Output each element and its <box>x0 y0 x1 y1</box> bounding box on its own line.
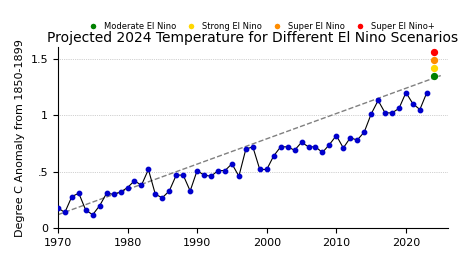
Point <box>430 50 438 54</box>
Point <box>388 111 396 115</box>
Point <box>131 179 138 183</box>
Point <box>277 145 284 149</box>
Point <box>82 208 90 212</box>
Point <box>360 130 368 134</box>
Point <box>430 58 438 62</box>
Point <box>381 111 389 115</box>
Point <box>298 140 305 144</box>
Point <box>395 106 403 110</box>
Point <box>103 191 110 195</box>
Point <box>312 145 319 149</box>
Point <box>173 173 180 177</box>
Point <box>409 102 417 106</box>
Point <box>235 174 243 178</box>
Point <box>207 174 215 178</box>
Point <box>228 162 236 166</box>
Point <box>319 150 326 155</box>
Point <box>61 210 69 215</box>
Point <box>305 145 312 149</box>
Point <box>152 192 159 196</box>
Point <box>333 133 340 138</box>
Point <box>96 204 103 208</box>
Point <box>346 136 354 140</box>
Point <box>270 154 277 158</box>
Point <box>201 173 208 177</box>
Point <box>263 167 271 171</box>
Point <box>75 191 82 195</box>
Point <box>54 206 62 210</box>
Point <box>284 145 292 149</box>
Point <box>402 90 410 95</box>
Point <box>326 143 333 147</box>
Point <box>256 167 264 171</box>
Point <box>430 73 438 78</box>
Point <box>89 213 97 217</box>
Point <box>416 107 424 112</box>
Point <box>430 65 438 70</box>
Point <box>180 173 187 177</box>
Point <box>221 169 229 173</box>
Point <box>367 112 375 116</box>
Point <box>165 189 173 193</box>
Point <box>291 148 298 152</box>
Point <box>214 169 222 173</box>
Point <box>124 185 131 190</box>
Legend: Moderate El Nino, Strong El Nino, Super El Nino, Super El Nino+: Moderate El Nino, Strong El Nino, Super … <box>82 19 438 34</box>
Point <box>423 90 431 95</box>
Point <box>117 190 124 194</box>
Point <box>354 138 361 142</box>
Point <box>339 146 347 150</box>
Point <box>193 169 201 173</box>
Point <box>158 196 166 200</box>
Point <box>68 195 76 199</box>
Y-axis label: Degree C Anomaly from 1850-1899: Degree C Anomaly from 1850-1899 <box>15 39 25 237</box>
Point <box>242 147 250 151</box>
Point <box>110 192 118 196</box>
Point <box>374 98 382 103</box>
Point <box>249 145 256 149</box>
Title: Projected 2024 Temperature for Different El Nino Scenarios: Projected 2024 Temperature for Different… <box>47 31 458 45</box>
Point <box>186 189 194 193</box>
Point <box>137 183 145 188</box>
Point <box>145 167 152 171</box>
